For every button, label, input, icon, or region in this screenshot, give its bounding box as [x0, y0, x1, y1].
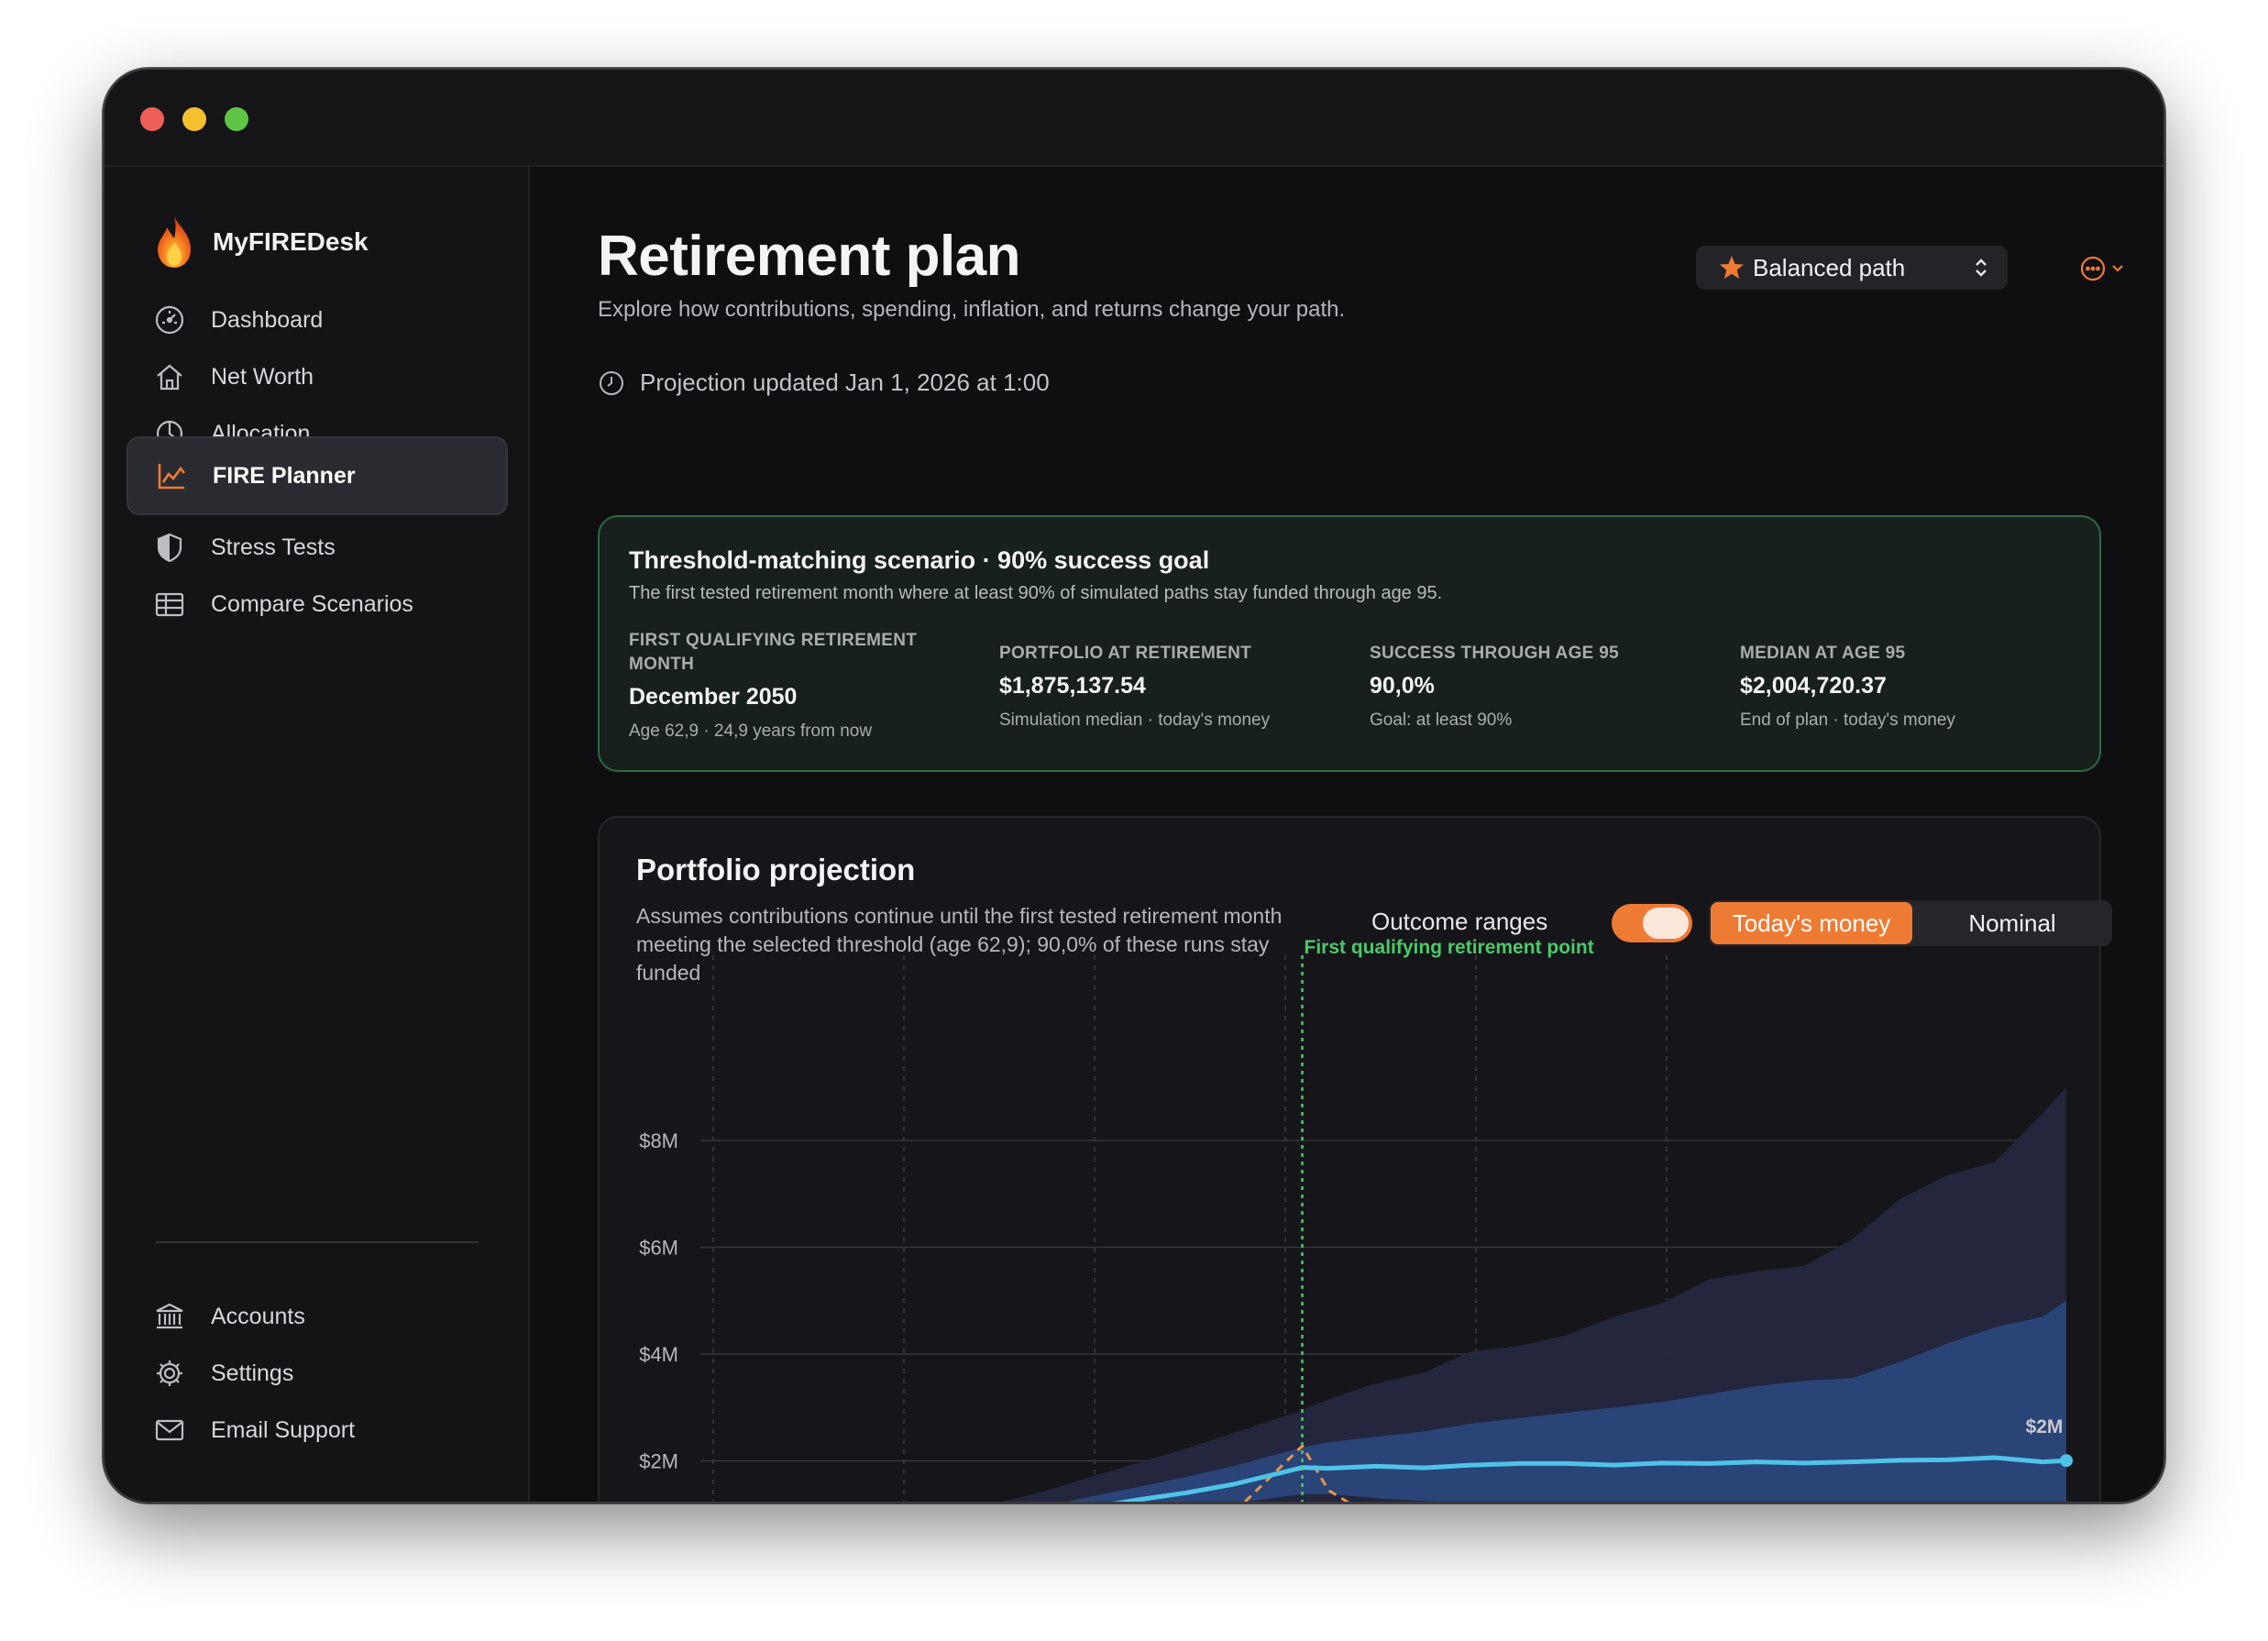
flame-logo-icon — [158, 216, 191, 268]
metric-value: 90,0% — [1370, 673, 1435, 699]
metric-label: First qualifying retirement month — [629, 631, 918, 674]
sidebar-item-label: FIRE Planner — [213, 462, 356, 489]
envelope-icon — [155, 1419, 184, 1441]
more-options-button[interactable] — [2079, 255, 2125, 282]
metric-label: Success through age 95 — [1370, 644, 1619, 663]
close-window-button[interactable] — [140, 107, 164, 131]
scenario-select[interactable]: Balanced path — [1696, 246, 2008, 290]
nominal-segment[interactable]: Nominal — [1968, 909, 2056, 937]
y-tick-label: $2M — [639, 1450, 678, 1473]
sidebar-item-net-worth[interactable]: Net Worth — [127, 337, 508, 416]
page-subtitle: Explore how contributions, spending, inf… — [598, 297, 1346, 322]
star-icon — [1720, 256, 1744, 279]
metric-value: $2,004,720.37 — [1740, 673, 1887, 699]
brand[interactable]: MyFIREDesk — [152, 215, 369, 270]
sidebar-item-dashboard[interactable]: Dashboard — [127, 281, 508, 359]
end-value-label: $2M — [2026, 1416, 2064, 1437]
projection-updated: Projection updated Jan 1, 2026 at 1:00 — [598, 369, 1050, 397]
sidebar-item-label: Email Support — [211, 1416, 356, 1443]
metric-label: Portfolio at retirement — [999, 644, 1251, 663]
updated-text: Projection updated Jan 1, 2026 at 1:00 — [640, 369, 1050, 396]
threshold-title: Threshold-matching scenario · 90% succes… — [629, 546, 1210, 574]
app-window: MyFIREDesk Dashboard Net Worth Allocatio… — [103, 68, 2165, 1503]
shield-icon — [157, 533, 182, 563]
sidebar-item-label: Stress Tests — [211, 534, 336, 560]
chevron-up-down-icon — [1976, 259, 1987, 277]
table-icon — [155, 592, 184, 617]
sidebar-item-email-support[interactable]: Email Support — [127, 1391, 508, 1470]
app-name: MyFIREDesk — [213, 227, 369, 256]
minimize-window-button[interactable] — [182, 107, 206, 131]
sidebar-item-compare-scenarios[interactable]: Compare Scenarios — [127, 565, 508, 644]
threshold-scenario-card: Threshold-matching scenario · 90% succes… — [598, 515, 2101, 772]
zoom-window-button[interactable] — [225, 107, 248, 131]
gauge-icon — [155, 305, 184, 335]
sidebar: MyFIREDesk Dashboard Net Worth Allocatio… — [105, 167, 530, 1502]
sidebar-item-label: Dashboard — [211, 306, 324, 333]
sidebar-item-fire-planner[interactable]: FIRE Planner — [127, 436, 508, 515]
line-chart-icon — [158, 464, 186, 490]
portfolio-projection-card: Portfolio projection Assumes contributio… — [598, 816, 2112, 1502]
metric-median-at-95: Median at age 95 $2,004,720.37 End of pl… — [1740, 642, 2088, 731]
outcome-ranges-label: Outcome ranges — [1371, 908, 1548, 935]
metric-note: Goal: at least 90% — [1370, 710, 1513, 730]
y-tick-label: $8M — [639, 1129, 678, 1152]
title-bar — [105, 70, 2163, 167]
bank-icon — [156, 1303, 183, 1329]
sidebar-item-label: Compare Scenarios — [211, 590, 413, 617]
metric-portfolio-at-retirement: Portfolio at retirement $1,875,137.54 Si… — [999, 642, 1348, 731]
metric-note: Age 62,9 · 24,9 years from now — [629, 721, 873, 741]
y-tick-label: $4M — [639, 1343, 678, 1366]
metric-value: $1,875,137.54 — [999, 673, 1146, 699]
metric-success-through-95: Success through age 95 90,0% Goal: at le… — [1370, 642, 1718, 731]
toggle-knob — [1643, 908, 1689, 939]
retirement-marker-label: First qualifying retirement point — [1305, 937, 1594, 958]
median-end-point — [2060, 1454, 2073, 1468]
metric-note: Simulation median · today's money — [999, 710, 1271, 730]
median-line — [1113, 1455, 2067, 1502]
projection-title: Portfolio projection — [636, 853, 916, 887]
outcome-ranges-toggle[interactable] — [1612, 904, 1692, 942]
money-mode-segmented-control: Today's money Nominal — [1709, 900, 2112, 946]
main-content: Retirement plan Explore how contribution… — [532, 167, 2163, 1502]
metric-note: End of plan · today's money — [1740, 710, 1955, 730]
home-icon — [157, 364, 182, 391]
sidebar-item-accounts[interactable]: Accounts — [127, 1277, 508, 1356]
clock-icon — [600, 370, 623, 395]
sidebar-item-stress-tests[interactable]: Stress Tests — [127, 508, 508, 587]
metric-first-qualifying-month: First qualifying retirement month Decemb… — [629, 629, 941, 742]
projection-description: Assumes contributions continue until the… — [636, 904, 1283, 985]
inner-outcome-band — [1066, 1300, 2066, 1502]
sidebar-item-label: Net Worth — [211, 363, 314, 390]
page-title: Retirement plan — [598, 225, 1021, 288]
sidebar-divider — [156, 1241, 479, 1243]
ellipsis-circle-icon — [2080, 256, 2106, 281]
sidebar-item-label: Settings — [211, 1360, 294, 1386]
metric-value: December 2050 — [629, 684, 798, 710]
sidebar-item-settings[interactable]: Settings — [127, 1334, 508, 1413]
chevron-down-icon — [2112, 265, 2123, 272]
todays-money-segment[interactable]: Today's money — [1711, 902, 1912, 944]
threshold-subtitle: The first tested retirement month where … — [629, 583, 1443, 603]
y-tick-label: $6M — [639, 1237, 678, 1260]
metric-label: Median at age 95 — [1740, 644, 1906, 663]
scenario-select-value: Balanced path — [1753, 253, 1906, 281]
gear-icon — [157, 1360, 182, 1386]
sidebar-item-label: Accounts — [211, 1303, 305, 1329]
